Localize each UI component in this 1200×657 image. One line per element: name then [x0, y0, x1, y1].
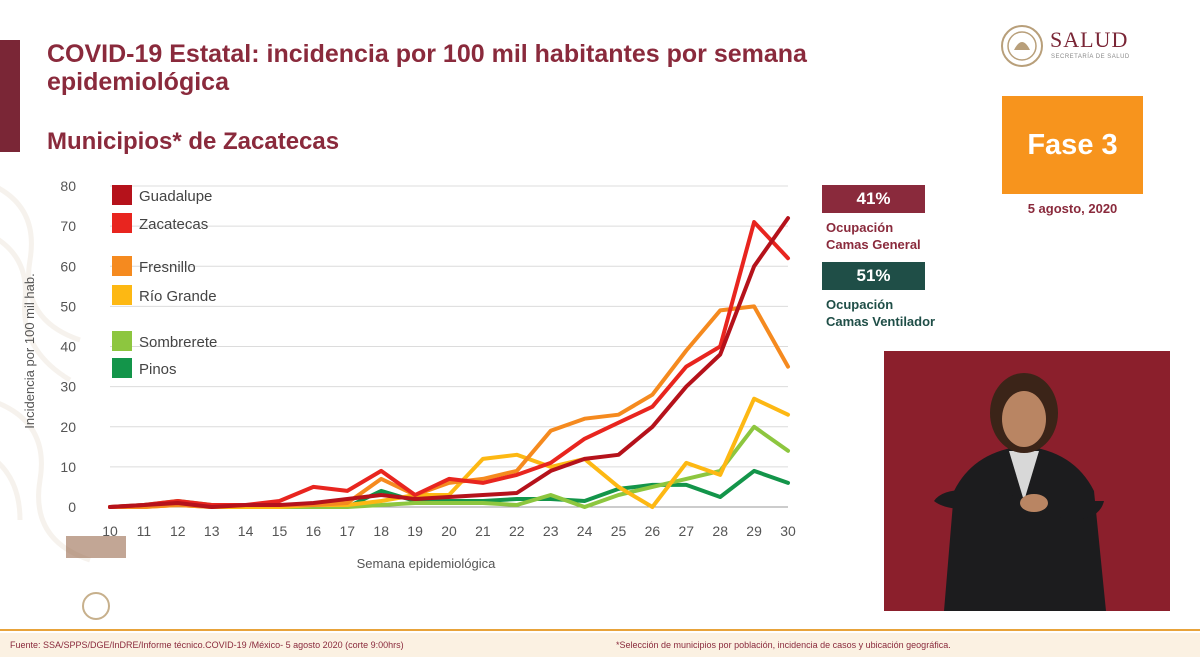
legend-label: Zacatecas: [139, 216, 208, 233]
x-tick-label: 11: [137, 523, 152, 539]
legend-label: Pinos: [139, 361, 177, 378]
legend-swatch: [112, 358, 132, 378]
legend-swatch: [112, 331, 132, 351]
legend-swatch: [112, 185, 132, 205]
incidence-line-chart: 0 10 20 30 40 50 60 70 80 10 11 12 13 14 15 16 17 18 19 20 2…: [22, 178, 796, 571]
x-tick-label: 25: [611, 523, 627, 539]
phase-badge: Fase 3: [1002, 96, 1143, 194]
y-tick-label: 80: [60, 178, 76, 194]
x-tick-label: 14: [238, 523, 254, 539]
brand-name: SALUD: [1050, 27, 1129, 52]
x-tick-label: 15: [272, 523, 288, 539]
brand-sub: SECRETARÍA DE SALUD: [1051, 54, 1130, 60]
x-tick-label: 18: [373, 523, 389, 539]
x-tick-label: 20: [441, 523, 457, 539]
accent-bar: [0, 40, 20, 152]
x-tick-label: 22: [509, 523, 525, 539]
x-tick-label: 21: [475, 523, 491, 539]
occupancy-general-value: 41%: [822, 185, 925, 213]
x-tick-label: 30: [780, 523, 796, 539]
x-tick-label: 16: [306, 523, 322, 539]
interpreter-video: [884, 351, 1170, 611]
x-tick-label: 27: [679, 523, 695, 539]
occupancy-general-label-line2: Camas General: [826, 237, 921, 252]
y-tick-label: 60: [60, 258, 76, 274]
legend-label: Fresnillo: [139, 259, 196, 276]
x-tick-label: 24: [577, 523, 593, 539]
series-line: [108, 216, 790, 509]
occupancy-ventilator-label-line1: Ocupación: [826, 297, 894, 312]
occupancy-ventilator-label: Ocupación Camas Ventilador: [826, 296, 935, 330]
occupancy-ventilator-value: 51%: [822, 262, 925, 290]
selection-note: *Selección de municipios por población, …: [616, 640, 951, 650]
page-title: COVID-19 Estatal: incidencia por 100 mil…: [47, 40, 807, 96]
occupancy-general-label: Ocupación Camas General: [826, 219, 921, 253]
legend-swatch: [112, 256, 132, 276]
series-line: [108, 396, 790, 509]
x-tick-label: 19: [407, 523, 423, 539]
x-tick-label: 29: [746, 523, 762, 539]
legend-label: Guadalupe: [139, 188, 212, 205]
seal-icon: [1001, 25, 1043, 67]
x-axis-label: Semana epidemiológica: [357, 556, 497, 571]
occupancy-general-label-line1: Ocupación: [826, 220, 894, 235]
footer: Fuente: SSA/SPPS/DGE/InDRE/Informe técni…: [0, 633, 1200, 657]
legend-swatch: [112, 213, 132, 233]
y-tick-label: 20: [60, 419, 76, 435]
legend-label: Sombrerete: [139, 334, 217, 351]
background-watermark: [0, 186, 91, 563]
x-tick-label: 26: [645, 523, 661, 539]
y-tick-label: 10: [60, 459, 76, 475]
x-tick-label: 10: [102, 523, 118, 539]
y-tick-label: 0: [68, 499, 76, 515]
interpreter-figure: [884, 351, 1170, 611]
x-tick-label: 23: [543, 523, 559, 539]
y-tick-label: 30: [60, 379, 76, 395]
x-tick-label: 13: [204, 523, 220, 539]
x-tick-label: 28: [712, 523, 728, 539]
y-tick-label: 50: [60, 298, 76, 314]
x-tick-label: 17: [340, 523, 356, 539]
y-axis-label: Incidencia por 100 mil hab.: [22, 273, 37, 428]
source-note: Fuente: SSA/SPPS/DGE/InDRE/Informe técni…: [10, 640, 404, 650]
legend-label: Río Grande: [139, 288, 217, 305]
y-tick-label: 40: [60, 339, 76, 355]
report-date: 5 agosto, 2020: [1027, 201, 1118, 216]
page-subtitle: Municipios* de Zacatecas: [47, 128, 340, 155]
y-tick-label: 70: [60, 218, 76, 234]
government-logos: [66, 536, 126, 620]
salud-logo: SALUD SECRETARÍA DE SALUD: [1000, 24, 1150, 72]
occupancy-ventilator-label-line2: Camas Ventilador: [826, 314, 936, 329]
x-tick-label: 12: [170, 523, 186, 539]
footer-divider: [0, 629, 1200, 631]
legend-swatch: [112, 285, 132, 305]
